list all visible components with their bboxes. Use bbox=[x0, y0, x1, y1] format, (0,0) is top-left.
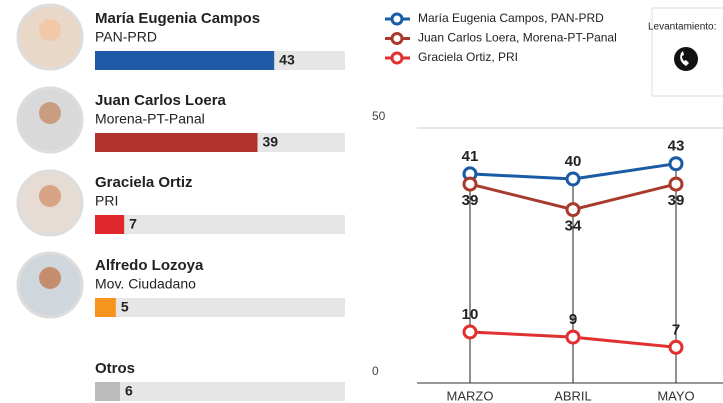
portraits bbox=[18, 5, 82, 317]
legend-label: Graciela Ortiz, PRI bbox=[418, 50, 518, 64]
data-label: 9 bbox=[569, 311, 577, 328]
bar bbox=[95, 51, 274, 70]
x-tick-label: ABRIL bbox=[554, 388, 592, 403]
portrait-face bbox=[39, 19, 61, 41]
candidate-name: Graciela Ortiz bbox=[95, 174, 193, 191]
legend-marker bbox=[392, 14, 402, 24]
survey-note: Levantamiento: bbox=[648, 22, 716, 33]
data-label: 39 bbox=[668, 192, 685, 209]
value-label: 7 bbox=[129, 216, 137, 232]
page: Levantamiento: María Eugenia Campos PAN-P… bbox=[0, 0, 723, 403]
candidate-name: Juan Carlos Loera bbox=[95, 92, 227, 109]
point bbox=[567, 331, 579, 343]
data-label: 10 bbox=[462, 306, 479, 323]
bar bbox=[95, 382, 120, 401]
y-tick-label: 0 bbox=[372, 364, 379, 378]
y-tick-label: 50 bbox=[372, 109, 386, 123]
party: PRI bbox=[95, 193, 118, 209]
point bbox=[670, 341, 682, 353]
candidate-name: Alfredo Lozoya bbox=[95, 257, 204, 274]
point bbox=[670, 158, 682, 170]
bar bbox=[95, 298, 116, 317]
data-label: 39 bbox=[462, 192, 479, 209]
point bbox=[464, 326, 476, 338]
portrait-face bbox=[39, 185, 61, 207]
bar bbox=[95, 215, 124, 234]
x-tick-label: MARZO bbox=[447, 388, 494, 403]
portrait-face bbox=[39, 102, 61, 124]
bar bbox=[95, 133, 258, 152]
point bbox=[464, 178, 476, 190]
data-label: 41 bbox=[462, 148, 479, 165]
candidate-name: María Eugenia Campos bbox=[95, 10, 260, 27]
value-label: 5 bbox=[121, 299, 129, 315]
legend-label: Juan Carlos Loera, Morena-PT-Panal bbox=[418, 31, 617, 45]
value-label: 6 bbox=[125, 383, 133, 399]
legend-marker bbox=[392, 53, 402, 63]
phone-icon bbox=[674, 47, 698, 71]
party: PAN-PRD bbox=[95, 29, 157, 45]
party: Morena-PT-Panal bbox=[95, 111, 205, 127]
point bbox=[567, 204, 579, 216]
x-tick-label: MAYO bbox=[657, 388, 694, 403]
point bbox=[670, 178, 682, 190]
data-label: 34 bbox=[565, 218, 582, 235]
party: Mov. Ciudadano bbox=[95, 276, 196, 292]
point bbox=[567, 173, 579, 185]
bar-track bbox=[95, 298, 345, 317]
data-label: 7 bbox=[672, 321, 680, 338]
legend-marker bbox=[392, 34, 402, 44]
data-label: 40 bbox=[565, 153, 582, 170]
legend-label: María Eugenia Campos, PAN-PRD bbox=[418, 11, 604, 25]
value-label: 43 bbox=[279, 52, 295, 68]
value-label: 39 bbox=[263, 134, 279, 150]
data-label: 43 bbox=[668, 138, 685, 155]
portrait-face bbox=[39, 267, 61, 289]
candidate-name: Otros bbox=[95, 360, 135, 377]
